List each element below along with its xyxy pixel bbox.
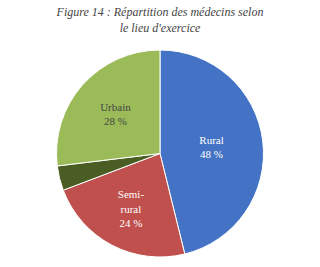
svg-text:Semi-rural24 %: Semi-rural24 % [118,188,145,229]
svg-text:Urbain28 %: Urbain28 % [100,101,131,127]
svg-text:Rural48 %: Rural48 % [199,134,223,160]
svg-text:Figure 14 : Répartition des mé: Figure 14 : Répartition des médecins sel… [56,5,264,35]
